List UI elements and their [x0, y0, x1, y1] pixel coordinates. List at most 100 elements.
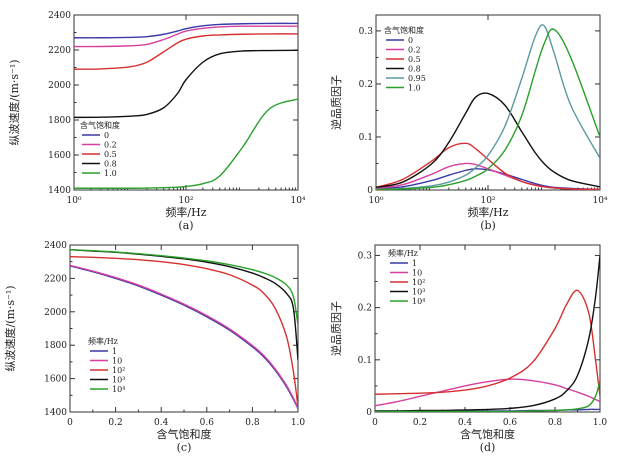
x-axis-title: 频率/Hz	[467, 205, 508, 219]
series-line-c-1	[70, 264, 298, 409]
x-axis-title: 含气饱和度	[157, 427, 212, 441]
legend-label: 0.8	[104, 160, 117, 169]
x-axis-title: 含气饱和度	[460, 427, 515, 441]
x-tick-label: 0.8	[245, 418, 260, 428]
legend-label: 10³	[412, 288, 425, 297]
series-line-d-2	[375, 289, 600, 397]
x-tick-label: 10²	[480, 196, 495, 206]
x-tick-label: 0.2	[413, 418, 427, 428]
legend-label: 0.2	[408, 46, 421, 55]
legend-label: 10²	[112, 366, 125, 375]
y-tick-label: 1600	[44, 375, 67, 385]
series-line-d-4	[375, 380, 600, 412]
x-tick-label: 0	[372, 418, 378, 428]
series-line-b-2	[376, 142, 600, 190]
legend-label: 10⁴	[112, 385, 125, 394]
x-tick-label: 10⁰	[66, 196, 81, 206]
series-line-a-4	[74, 98, 298, 189]
y-axis-title: 纵波速度/(m·s⁻¹)	[7, 59, 21, 145]
legend-label: 0.95	[408, 74, 426, 83]
x-tick-label: 1.0	[593, 418, 608, 428]
y-axis-title: 逆品质因子	[329, 301, 343, 356]
y-tick-label: 1600	[48, 151, 71, 161]
legend-title: 频率/Hz	[388, 248, 418, 258]
legend-label: 1	[112, 347, 117, 356]
y-tick-label: 0	[366, 408, 372, 418]
series-line-b-5	[376, 28, 600, 190]
y-tick-label: 1800	[48, 116, 71, 126]
y-axis-title: 纵波速度/(m·s⁻¹)	[3, 285, 17, 371]
panel-caption: (d)	[480, 441, 496, 454]
x-tick-label: 0.4	[154, 418, 169, 428]
plot-frame	[374, 244, 601, 413]
panel-caption: (a)	[178, 219, 193, 232]
legend-label: 10	[412, 269, 422, 278]
series-line-a-2	[74, 33, 298, 70]
series-line-b-3	[376, 92, 600, 189]
legend-label: 10	[112, 357, 122, 366]
y-tick-label: 2400	[48, 11, 71, 21]
legend-title: 含气饱和度	[80, 120, 120, 130]
series-line-d-3	[375, 255, 600, 412]
x-tick-label: 1.0	[291, 418, 306, 428]
y-tick-label: 0.1	[359, 133, 373, 143]
y-tick-label: 0.2	[359, 80, 373, 90]
x-tick-label: 0.6	[503, 418, 518, 428]
legend-title: 频率/Hz	[88, 336, 118, 346]
x-tick-label: 0	[67, 418, 73, 428]
series-line-c-2	[70, 255, 298, 408]
x-axis-title: 频率/Hz	[165, 205, 206, 219]
legend-label: 0	[104, 131, 109, 140]
panel-caption: (c)	[177, 441, 192, 454]
panel-caption: (b)	[480, 219, 496, 232]
legend-label: 0.8	[408, 65, 421, 74]
x-tick-label: 0.2	[108, 418, 122, 428]
legend-label: 1	[412, 259, 417, 268]
x-tick-label: 10⁴	[592, 196, 607, 206]
y-tick-label: 1800	[44, 341, 67, 351]
x-tick-label: 0.8	[548, 418, 563, 428]
legend-label: 0	[408, 36, 413, 45]
x-tick-label: 10⁴	[290, 196, 305, 206]
series-line-a-3	[74, 49, 298, 119]
panel-c: 0 0.2 0.4 0.6 0.8 1.0 1400 1600 1800 2000 2200 2400…	[3, 241, 305, 454]
series-line-a-1	[74, 25, 298, 48]
legend-label: 10²	[412, 278, 425, 287]
y-tick-label: 1400	[44, 408, 67, 418]
legend-label: 0.5	[408, 55, 421, 64]
legend-label: 1.0	[104, 169, 117, 178]
x-tick-label: 0.4	[458, 418, 473, 428]
legend-label: 0.2	[104, 141, 117, 150]
x-tick-label: 0.6	[200, 418, 215, 428]
series-line-d-1	[375, 378, 600, 407]
panel-b: 10⁰ 10² 10⁴00.10.20.3频率/Hz逆品质因子(b)含气饱和度00.…	[329, 14, 608, 232]
y-tick-label: 2000	[48, 81, 71, 91]
series-line-c-4	[70, 248, 298, 326]
y-axis-title: 逆品质因子	[329, 75, 343, 130]
legend-label: 10⁴	[412, 297, 425, 306]
x-tick-label: 10⁰	[368, 196, 383, 206]
legend-label: 0.5	[104, 150, 117, 159]
legend-label: 1.0	[408, 84, 421, 93]
panel-d: 0 0.2 0.4 0.6 0.8 1.0 0 0.1 0.2 0.3 含气饱和度 逆品质因子 (d) 频…	[329, 244, 608, 454]
series-line-a-0	[74, 22, 298, 39]
x-tick-label: 10²	[178, 196, 193, 206]
series-line-c-0	[70, 265, 298, 409]
y-tick-label: 2200	[44, 274, 67, 284]
panel-a: 10⁰ 10² 10⁴ 1400 1600 1800 2000 2200 2400 频率/Hz 纵波…	[7, 11, 306, 232]
y-tick-label: 2000	[44, 308, 67, 318]
y-tick-label: 0	[367, 186, 373, 196]
legend-title: 含气饱和度	[384, 25, 424, 35]
y-tick-label: 2400	[44, 241, 67, 251]
series-line-b-4	[376, 24, 600, 190]
plot-frame	[69, 244, 299, 413]
legend-label: 10³	[112, 376, 125, 385]
y-tick-label: 1400	[48, 186, 71, 196]
y-tick-label: 0.1	[358, 356, 372, 366]
y-tick-label: 0.3	[358, 251, 373, 261]
y-tick-label: 2200	[48, 46, 71, 56]
